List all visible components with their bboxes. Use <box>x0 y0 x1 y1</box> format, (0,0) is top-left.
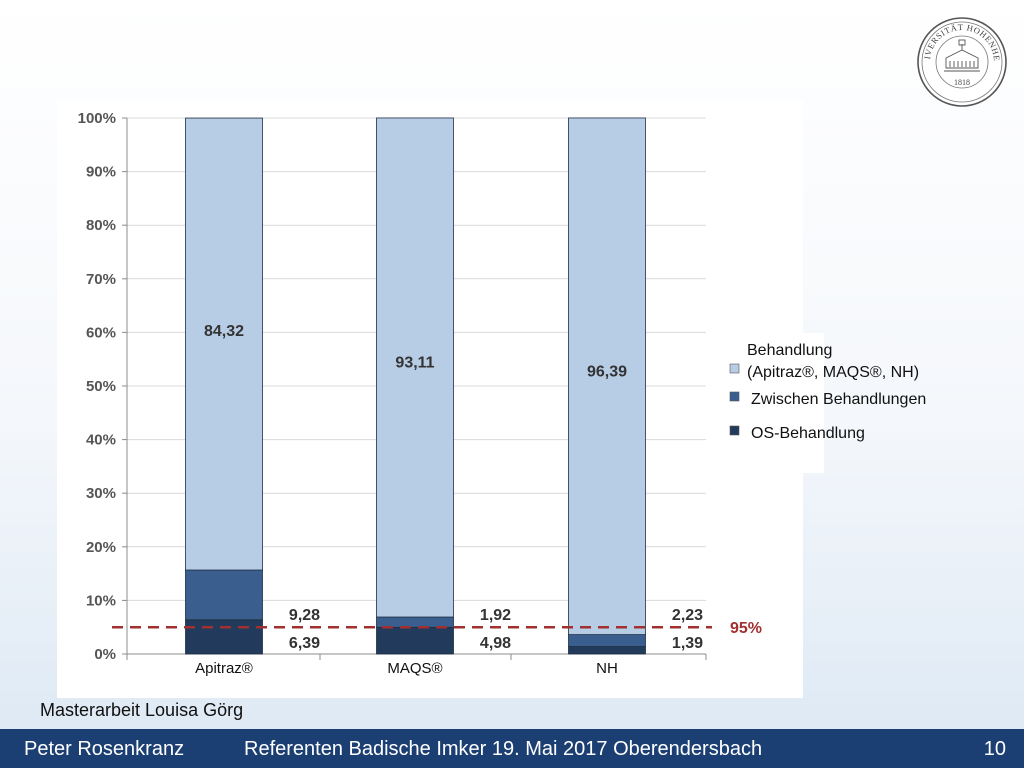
legend-swatch <box>729 363 740 374</box>
bar-segment <box>376 626 454 655</box>
data-label: 93,11 <box>395 354 434 371</box>
y-tick-label: 0% <box>94 646 116 663</box>
legend-label: Zwischen Behandlungen <box>751 391 926 408</box>
data-label: 96,39 <box>587 363 627 380</box>
bar-segment <box>376 616 454 628</box>
y-tick-label: 80% <box>86 217 116 234</box>
legend-label: Behandlung <box>747 342 832 359</box>
reference-line-label: 95% <box>730 620 762 637</box>
data-label: 6,39 <box>289 635 320 652</box>
legend-label: (Apitraz®, MAQS®, NH) <box>747 364 919 381</box>
bar-segment <box>376 117 454 618</box>
y-tick-label: 70% <box>86 271 116 288</box>
legend-label: OS-Behandlung <box>751 425 865 442</box>
footer-bar: Peter Rosenkranz Referenten Badische Imk… <box>0 729 1024 768</box>
bar-segment <box>568 117 646 635</box>
legend-panel <box>727 333 824 473</box>
x-category-label: NH <box>596 660 618 677</box>
data-label: 1,92 <box>480 607 511 624</box>
data-label: 9,28 <box>289 607 320 624</box>
data-label: 4,98 <box>480 635 511 652</box>
bar-segment <box>185 117 263 571</box>
y-tick-label: 90% <box>86 164 116 181</box>
y-tick-label: 10% <box>86 592 116 609</box>
thesis-credit: Masterarbeit Louisa Görg <box>40 700 244 720</box>
legend-swatch <box>729 425 740 436</box>
seal-year: 1818 <box>954 78 970 87</box>
y-tick-label: 20% <box>86 539 116 556</box>
y-tick-label: 50% <box>86 378 116 395</box>
bar-segment <box>568 646 646 655</box>
bar-segment <box>185 619 263 655</box>
y-tick-label: 100% <box>78 110 116 127</box>
x-category-label: MAQS® <box>387 660 442 677</box>
x-category-label: Apitraz® <box>195 660 253 677</box>
y-tick-label: 30% <box>86 485 116 502</box>
footer-presenter: Peter Rosenkranz <box>24 738 185 760</box>
data-label: 84,32 <box>204 323 244 340</box>
bar-segment <box>185 569 263 621</box>
bar-segment <box>568 634 646 647</box>
y-tick-label: 60% <box>86 324 116 341</box>
page-number: 10 <box>983 738 1006 760</box>
y-tick-label: 40% <box>86 432 116 449</box>
legend-swatch <box>729 391 740 402</box>
data-label: 1,39 <box>672 635 703 652</box>
university-seal: UNIVERSITÄT HOHENHEIM 1818 <box>916 16 1007 107</box>
castle-icon <box>944 39 980 72</box>
footer-event: Referenten Badische Imker 19. Mai 2017 O… <box>244 738 763 760</box>
data-label: 2,23 <box>672 607 703 624</box>
